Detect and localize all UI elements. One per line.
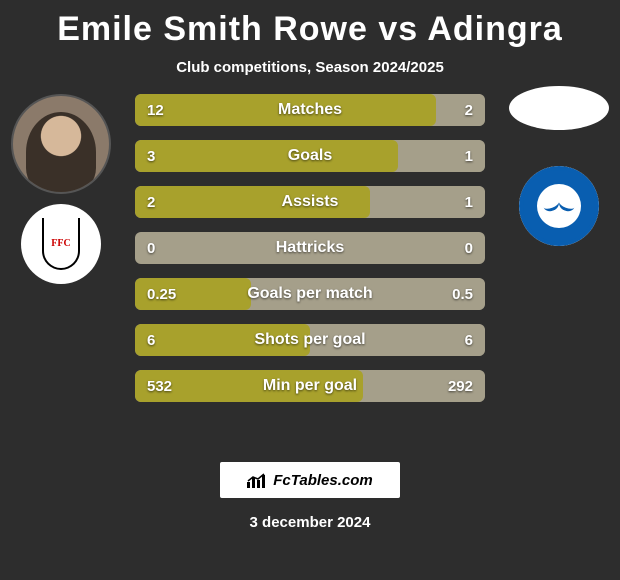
stat-label: Goals xyxy=(135,147,485,165)
stat-row: 532Min per goal292 xyxy=(135,370,485,402)
right-player-placeholder xyxy=(509,86,609,130)
fulham-shield-icon: FFC xyxy=(42,218,80,270)
stat-row: 0.25Goals per match0.5 xyxy=(135,278,485,310)
stat-label: Assists xyxy=(135,193,485,211)
brighton-ring-icon xyxy=(519,166,599,246)
stat-row: 0Hattricks0 xyxy=(135,232,485,264)
stat-label: Shots per goal xyxy=(135,331,485,349)
site-logo: FcTables.com xyxy=(220,462,400,498)
subtitle: Club competitions, Season 2024/2025 xyxy=(0,59,620,76)
stat-bars-container: 12Matches23Goals12Assists10Hattricks00.2… xyxy=(135,94,485,402)
chart-icon xyxy=(247,472,267,488)
stat-value-right: 0.5 xyxy=(452,286,473,303)
left-player-photo xyxy=(11,94,111,194)
right-player-column xyxy=(504,86,614,246)
stat-row: 6Shots per goal6 xyxy=(135,324,485,356)
stat-value-right: 292 xyxy=(448,378,473,395)
page-title: Emile Smith Rowe vs Adingra xyxy=(0,0,620,49)
date-text: 3 december 2024 xyxy=(0,514,620,531)
right-club-badge xyxy=(519,166,599,246)
site-name: FcTables.com xyxy=(273,472,372,489)
left-club-badge: FFC xyxy=(21,204,101,284)
brighton-center-icon xyxy=(537,184,581,228)
stat-label: Matches xyxy=(135,101,485,119)
stat-row: 2Assists1 xyxy=(135,186,485,218)
stat-label: Goals per match xyxy=(135,285,485,303)
seagull-icon xyxy=(545,200,573,212)
stat-value-right: 2 xyxy=(465,102,473,119)
stat-value-right: 6 xyxy=(465,332,473,349)
left-player-column: FFC xyxy=(6,94,116,284)
stat-value-right: 0 xyxy=(465,240,473,257)
stat-label: Min per goal xyxy=(135,377,485,395)
stat-row: 12Matches2 xyxy=(135,94,485,126)
stat-value-right: 1 xyxy=(465,148,473,165)
player-silhouette-icon xyxy=(26,112,96,192)
fulham-ffc-text: FFC xyxy=(51,238,70,249)
comparison-body: FFC 12Matches23Goals12Assists10Hattricks… xyxy=(0,94,620,434)
stat-row: 3Goals1 xyxy=(135,140,485,172)
stat-label: Hattricks xyxy=(135,239,485,257)
stat-value-right: 1 xyxy=(465,194,473,211)
